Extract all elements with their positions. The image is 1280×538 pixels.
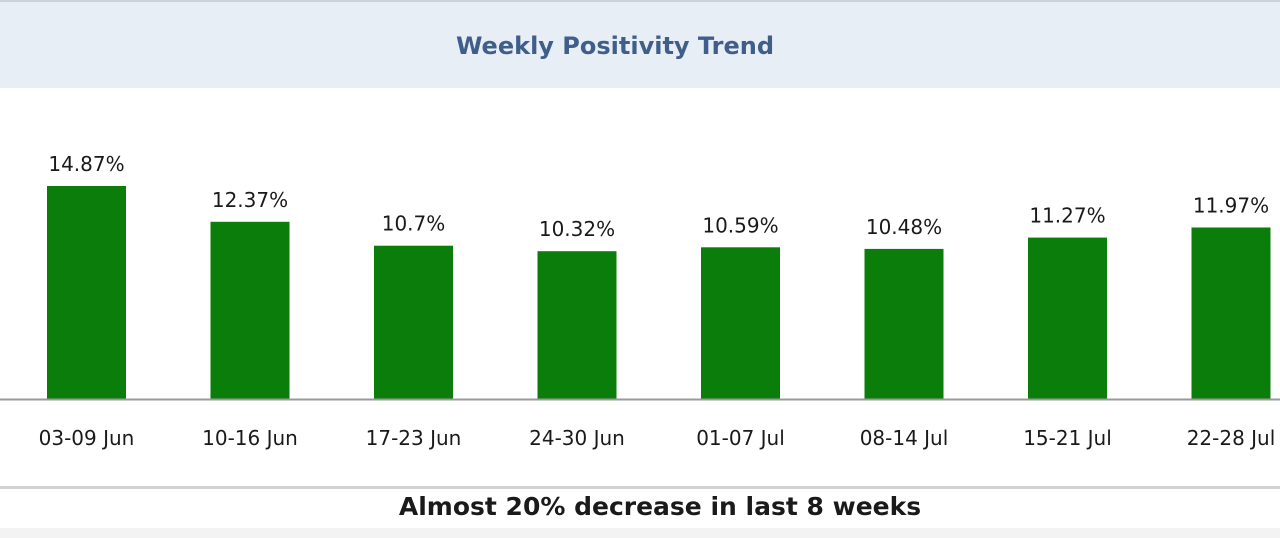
x-tick-label: 03-09 Jun xyxy=(39,426,135,450)
bar-10-16 Jun xyxy=(210,221,290,399)
chart-caption: Almost 20% decrease in last 8 weeks xyxy=(398,492,922,521)
data-label: 10.59% xyxy=(702,213,778,237)
x-tick-label: 17-23 Jun xyxy=(366,426,462,450)
data-label: 14.87% xyxy=(48,152,124,176)
x-tick-label: 24-30 Jun xyxy=(529,426,625,450)
x-tick-label: 01-07 Jul xyxy=(696,426,785,450)
chart-title: Weekly Positivity Trend xyxy=(455,32,775,60)
bar-17-23 Jun xyxy=(374,245,453,399)
bar-15-21 Jul xyxy=(1028,237,1107,399)
x-tick-label: 22-28 Jul xyxy=(1187,426,1276,450)
data-label: 10.48% xyxy=(866,215,942,239)
data-label: 11.97% xyxy=(1193,194,1269,218)
data-label: 10.7% xyxy=(382,212,446,236)
data-label: 10.32% xyxy=(539,217,615,241)
bar-24-30 Jun xyxy=(537,251,617,399)
bar-03-09 Jun xyxy=(47,186,126,399)
bar-22-28 Jul xyxy=(1191,227,1271,399)
footer-band xyxy=(0,528,1280,538)
bar-chart: 14.87% 03-09 Jun 12.37% 10-16 Jun 10.7% 17-23… xyxy=(0,152,1280,450)
chart-header: Weekly Positivity Trend xyxy=(0,0,1280,88)
x-tick-label: 08-14 Jul xyxy=(860,426,949,450)
x-tick-label: 10-16 Jun xyxy=(202,426,298,450)
bar-01-07 Jul xyxy=(701,247,780,399)
bar-08-14 Jul xyxy=(864,248,944,399)
x-tick-label: 15-21 Jul xyxy=(1023,426,1112,450)
footer-divider xyxy=(0,486,1280,489)
data-label: 12.37% xyxy=(212,188,288,212)
data-label: 11.27% xyxy=(1029,204,1105,228)
